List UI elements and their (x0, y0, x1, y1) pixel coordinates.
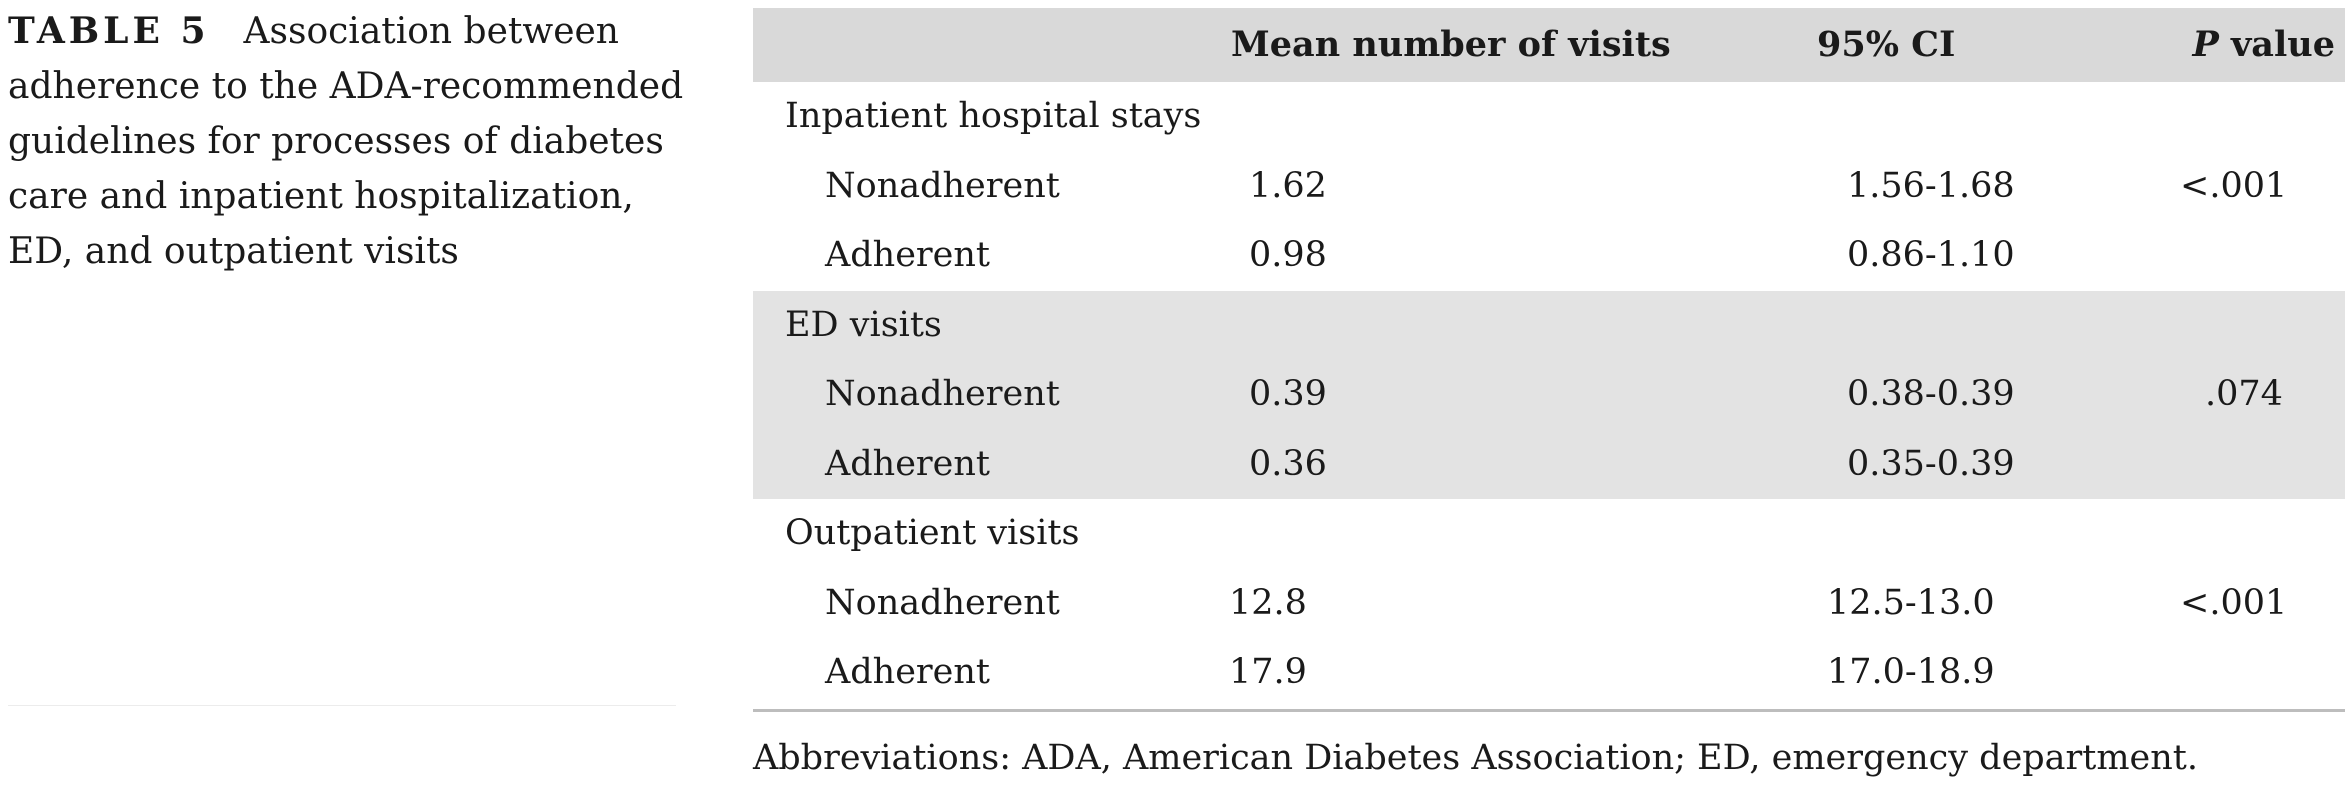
header-p-rest: value (2218, 24, 2335, 65)
results-table: Mean number of visits 95% CI P value Inp… (753, 8, 2345, 708)
row-mean: 1.62 (1249, 165, 1327, 206)
group-title: Inpatient hospital stays (785, 96, 1202, 136)
row-label: Adherent (825, 235, 990, 275)
table-footnote: Abbreviations: ADA, American Diabetes As… (753, 738, 2198, 778)
row-ci: 1.56-1.68 (1847, 165, 2015, 206)
table-caption-text: Association between adherence to the ADA… (8, 11, 684, 272)
group-outpatient: Outpatient visits Nonadherent 12.8 12.5-… (753, 499, 2345, 708)
header-ci: 95% CI (1817, 24, 1956, 65)
table-row: Adherent 17.9 17.0-18.9 (753, 638, 2345, 708)
header-p-value: P value (2192, 8, 2335, 82)
group-title: Outpatient visits (785, 513, 1080, 553)
table-row: Nonadherent 0.39 0.38-0.39 .074 (753, 360, 2345, 430)
table-row: Nonadherent 12.8 12.5-13.0 <.001 (753, 569, 2345, 639)
row-label: Adherent (825, 443, 990, 484)
row-ci: 12.5-13.0 (1827, 582, 1995, 623)
header-p-italic: P (2192, 24, 2219, 65)
table-row: Adherent 0.36 0.35-0.39 (753, 430, 2345, 500)
header-mean-visits: Mean number of visits (1231, 24, 1671, 65)
row-mean: 17.9 (1229, 652, 1307, 692)
row-p-value: .074 (2205, 374, 2283, 414)
table-label: TABLE 5 (8, 10, 210, 52)
group-title-row: Inpatient hospital stays (753, 82, 2345, 152)
table-bottom-rule (753, 709, 2345, 712)
row-ci: 0.38-0.39 (1847, 374, 2015, 414)
group-title-row: Outpatient visits (753, 499, 2345, 569)
row-mean: 0.98 (1249, 235, 1327, 275)
row-p-value: <.001 (2180, 165, 2288, 206)
table-row: Adherent 0.98 0.86-1.10 (753, 221, 2345, 291)
caption-divider (8, 705, 676, 706)
row-ci: 17.0-18.9 (1827, 652, 1995, 692)
group-title: ED visits (785, 304, 942, 345)
row-label: Nonadherent (825, 582, 1060, 623)
row-mean: 0.39 (1249, 374, 1327, 414)
table-header-row: Mean number of visits 95% CI P value (753, 8, 2345, 82)
row-label: Nonadherent (825, 165, 1060, 206)
row-label: Adherent (825, 652, 990, 692)
table-caption: TABLE 5 Association between adherence to … (8, 4, 688, 279)
group-title-row: ED visits (753, 291, 2345, 361)
table-row: Nonadherent 1.62 1.56-1.68 <.001 (753, 152, 2345, 222)
row-ci: 0.86-1.10 (1847, 235, 2015, 275)
row-ci: 0.35-0.39 (1847, 443, 2015, 484)
row-label: Nonadherent (825, 374, 1060, 414)
group-inpatient: Inpatient hospital stays Nonadherent 1.6… (753, 82, 2345, 291)
row-mean: 12.8 (1229, 582, 1307, 623)
row-p-value: <.001 (2180, 582, 2288, 623)
row-mean: 0.36 (1249, 443, 1327, 484)
group-ed-visits: ED visits Nonadherent 0.39 0.38-0.39 .07… (753, 290, 2345, 500)
